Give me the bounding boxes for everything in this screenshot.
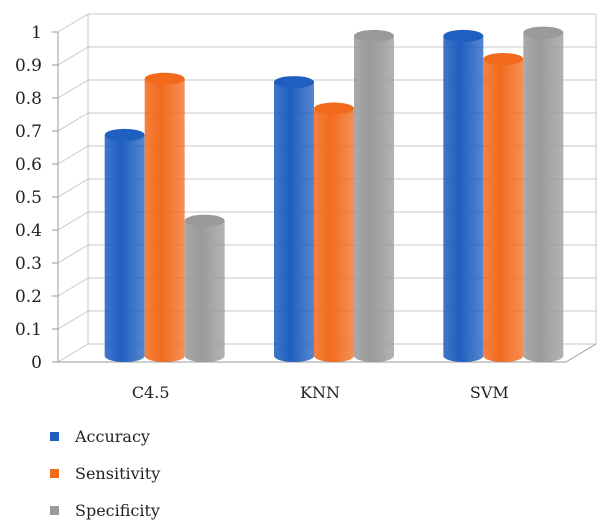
gridline-diag-10 xyxy=(57,13,89,33)
gridline-diag-2 xyxy=(57,277,89,297)
x-tick-label-c4-5: C4.5 xyxy=(132,383,170,400)
bar-chart: 0 0.1 0.2 0.3 0.4 0.5 0.6 0.7 0.8 0.9 1 C4.5 KNN SVM xyxy=(15,13,597,400)
bar-cap xyxy=(184,214,225,227)
x-tick-label-knn: KNN xyxy=(300,383,340,400)
chart-legend: Accuracy Sensitivity Specificity xyxy=(50,418,160,529)
gridline-diag-1 xyxy=(57,310,89,330)
legend-label-sensitivity: Sensitivity xyxy=(75,464,161,483)
y-tick-label: 0.4 xyxy=(15,221,42,241)
bar-sensitivity-knn xyxy=(314,102,354,362)
bar-accuracy-svm xyxy=(443,29,484,363)
bar-sensitivity-svm xyxy=(483,53,524,362)
legend-item-accuracy: Accuracy xyxy=(50,418,160,455)
y-tick-label: 0 xyxy=(31,353,42,373)
bar-body xyxy=(184,220,225,362)
y-tick-label: 0.5 xyxy=(15,188,42,208)
floor-edge xyxy=(565,343,597,363)
chart-bars xyxy=(104,26,564,363)
bar-specificity-svm xyxy=(523,26,564,362)
y-tick-label: 0.7 xyxy=(15,122,42,142)
y-tick-label: 0.6 xyxy=(15,155,42,175)
legend-label-accuracy: Accuracy xyxy=(75,427,150,446)
legend-item-sensitivity: Sensitivity xyxy=(50,455,160,492)
gridline-diag-4 xyxy=(57,211,89,231)
bar-sensitivity-c4-5 xyxy=(144,72,185,363)
y-tick-label: 0.8 xyxy=(15,89,42,109)
x-tick-label-svm: SVM xyxy=(470,383,509,400)
bar-specificity-knn xyxy=(354,29,394,363)
gridline-diag-7 xyxy=(57,112,89,132)
gridline-diag-8 xyxy=(57,79,89,99)
bar-cap xyxy=(144,72,185,85)
gridline-diag-3 xyxy=(57,244,89,264)
bar-accuracy-c4-5 xyxy=(104,128,145,362)
bar-body xyxy=(274,82,314,362)
legend-swatch-accuracy xyxy=(50,432,59,441)
y-tick-label: 0.9 xyxy=(15,56,42,76)
bar-cap xyxy=(314,102,354,115)
y-tick-labels: 0 0.1 0.2 0.3 0.4 0.5 0.6 0.7 0.8 0.9 1 xyxy=(15,23,42,373)
bar-body xyxy=(443,35,484,363)
bar-specificity-c4-5 xyxy=(184,214,225,362)
legend-label-specificity: Specificity xyxy=(75,501,160,520)
bar-cap xyxy=(443,29,484,42)
x-tick-labels: C4.5 KNN SVM xyxy=(132,383,509,400)
bar-cap xyxy=(274,76,314,89)
gridline-diag-6 xyxy=(57,145,89,165)
legend-swatch-sensitivity xyxy=(50,469,59,478)
bar-cap xyxy=(523,26,564,39)
bar-body xyxy=(483,59,524,362)
y-tick-label: 0.1 xyxy=(15,320,42,340)
legend-item-specificity: Specificity xyxy=(50,492,160,529)
bar-body xyxy=(523,32,564,362)
y-tick-label: 1 xyxy=(31,23,42,43)
bar-cap xyxy=(483,53,524,65)
y-tick-label: 0.2 xyxy=(15,287,42,307)
bar-cap xyxy=(104,128,145,141)
bar-body xyxy=(314,108,354,362)
bar-accuracy-knn xyxy=(274,76,314,362)
bar-body xyxy=(354,35,394,363)
bar-body xyxy=(104,134,145,362)
legend-swatch-specificity xyxy=(50,506,59,515)
gridline-diag-9 xyxy=(57,46,89,66)
gridline-diag-5 xyxy=(57,178,89,198)
chart-axes xyxy=(52,31,597,363)
y-tick-label: 0.3 xyxy=(15,254,42,274)
bar-body xyxy=(144,78,185,363)
gridline-diag-0 xyxy=(57,343,89,363)
bar-cap xyxy=(354,29,394,42)
